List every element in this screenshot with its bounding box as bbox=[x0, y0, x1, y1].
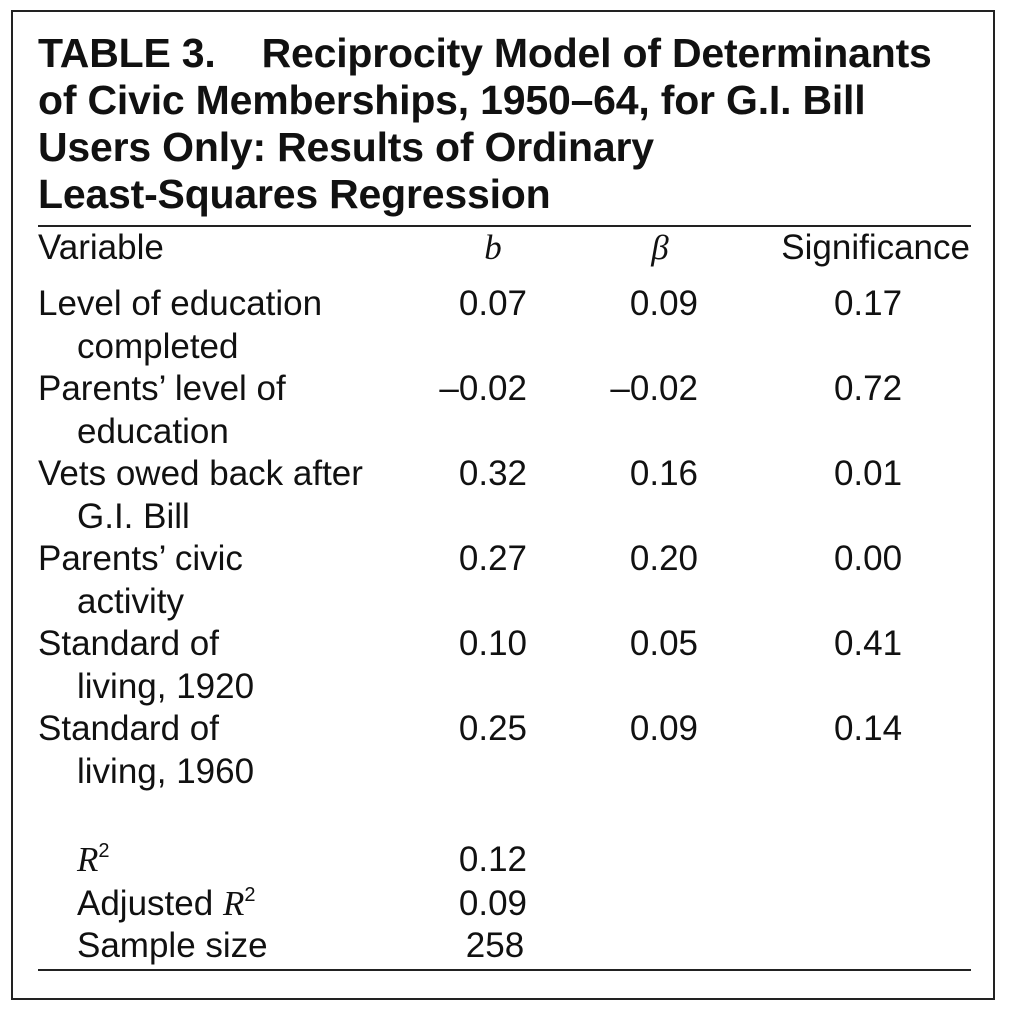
column-header-significance: Significance bbox=[781, 228, 970, 267]
stat-r-squared-value: 0.12 bbox=[458, 840, 527, 879]
row-5-b: 0.10 bbox=[458, 624, 527, 663]
column-header-b: b bbox=[484, 228, 502, 267]
row-2-beta: –0.02 bbox=[610, 369, 698, 408]
row-2-variable-line-2: education bbox=[77, 412, 229, 451]
row-3-variable-line-2: G.I. Bill bbox=[77, 497, 190, 536]
row-1-variable-line-1: Level of education bbox=[38, 284, 323, 323]
stat-adjusted-r-squared-value: 0.09 bbox=[458, 884, 527, 923]
row-4-variable-line-1: Parents’ civic bbox=[38, 539, 243, 578]
row-2-b: –0.02 bbox=[439, 369, 527, 408]
row-5-variable-line-2: living, 1920 bbox=[77, 667, 255, 706]
stat-sample-size-value: 258 bbox=[465, 926, 525, 965]
table-title: TABLE 3. Reciprocity Model of Determinant… bbox=[38, 30, 978, 218]
row-4-b: 0.27 bbox=[458, 539, 527, 578]
table-bottom-rule bbox=[38, 969, 971, 971]
title-text-1: Reciprocity Model of Determinants bbox=[261, 30, 932, 76]
title-line-3: Users Only: Results of Ordinary bbox=[38, 124, 654, 170]
row-4-variable-line-2: activity bbox=[77, 582, 184, 621]
row-2-variable-line-1: Parents’ level of bbox=[38, 369, 286, 408]
stat-r-squared-label: R2 bbox=[77, 840, 110, 879]
title-line-1: TABLE 3. Reciprocity Model of Determinant… bbox=[38, 30, 978, 77]
row-2-significance: 0.72 bbox=[833, 369, 903, 408]
row-6-variable-line-1: Standard of bbox=[38, 709, 219, 748]
row-1-beta: 0.09 bbox=[629, 284, 698, 323]
column-header-beta: β bbox=[651, 228, 669, 267]
row-4-beta: 0.20 bbox=[629, 539, 698, 578]
row-6-b: 0.25 bbox=[458, 709, 527, 748]
stat-adjusted-r-squared-label: Adjusted R2 bbox=[77, 884, 256, 923]
row-6-beta: 0.09 bbox=[629, 709, 698, 748]
row-4-significance: 0.00 bbox=[833, 539, 903, 578]
row-6-variable-line-2: living, 1960 bbox=[77, 752, 255, 791]
row-6-significance: 0.14 bbox=[833, 709, 903, 748]
table-frame bbox=[11, 10, 995, 1000]
row-3-b: 0.32 bbox=[458, 454, 527, 493]
title-line-4: Least-Squares Regression bbox=[38, 171, 551, 217]
table-number: TABLE 3. bbox=[38, 30, 216, 76]
row-5-variable-line-1: Standard of bbox=[38, 624, 219, 663]
stat-sample-size-label: Sample size bbox=[77, 926, 268, 965]
row-1-variable-line-2: completed bbox=[77, 327, 239, 366]
title-line-2: of Civic Memberships, 1950–64, for G.I. … bbox=[38, 77, 866, 123]
row-1-significance: 0.17 bbox=[833, 284, 903, 323]
row-3-variable-line-1: Vets owed back after bbox=[38, 454, 363, 493]
row-3-significance: 0.01 bbox=[833, 454, 903, 493]
row-1-b: 0.07 bbox=[458, 284, 527, 323]
row-3-beta: 0.16 bbox=[629, 454, 698, 493]
row-5-beta: 0.05 bbox=[629, 624, 698, 663]
header-top-rule bbox=[38, 225, 971, 227]
column-header-variable: Variable bbox=[38, 228, 164, 267]
row-5-significance: 0.41 bbox=[833, 624, 903, 663]
